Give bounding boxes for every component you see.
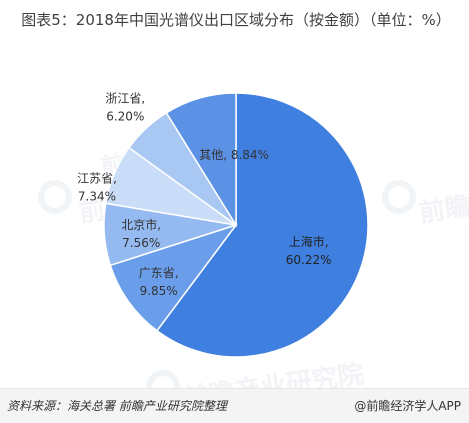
pie-chart: 上海市, 60.22% 广东省, 9.85% 北京市, 7.56% 江苏省, 7.34% 浙江省… [77, 92, 369, 358]
footer-bar: 资料来源：海关总署 前瞻产业研究院整理 @前瞻经济学人APP [0, 388, 469, 423]
slice-value-上海市: 60.22% [286, 253, 332, 267]
slice-label-广东省: 广东省, [139, 266, 179, 280]
slice-value-北京市: 7.56% [122, 236, 160, 250]
watermark-logo-icon [38, 180, 72, 214]
chart-title: 图表5：2018年中国光谱仪出口区域分布（按金额）（单位：%） [21, 11, 451, 29]
pie-slice-1 [109, 223, 239, 332]
brand-credit: @前瞻经济学人APP [354, 399, 461, 413]
slice-value-广东省: 9.85% [140, 284, 178, 298]
watermark-logo-icon [382, 180, 416, 214]
slice-label-上海市: 上海市, [289, 234, 329, 249]
pie-slice-5 [165, 92, 237, 228]
slice-label-江苏省: 江苏省, [77, 171, 117, 185]
slice-value-江苏省: 7.34% [78, 189, 116, 203]
pie-slice-0 [155, 92, 369, 358]
slice-label-浙江省: 浙江省, [105, 92, 145, 106]
slice-value-浙江省: 6.20% [106, 110, 144, 124]
slice-label-其他: 其他, 8.84% [199, 148, 269, 162]
slice-label-北京市: 北京市, [121, 217, 161, 232]
source-note: 资料来源：海关总署 前瞻产业研究院整理 [7, 399, 227, 413]
